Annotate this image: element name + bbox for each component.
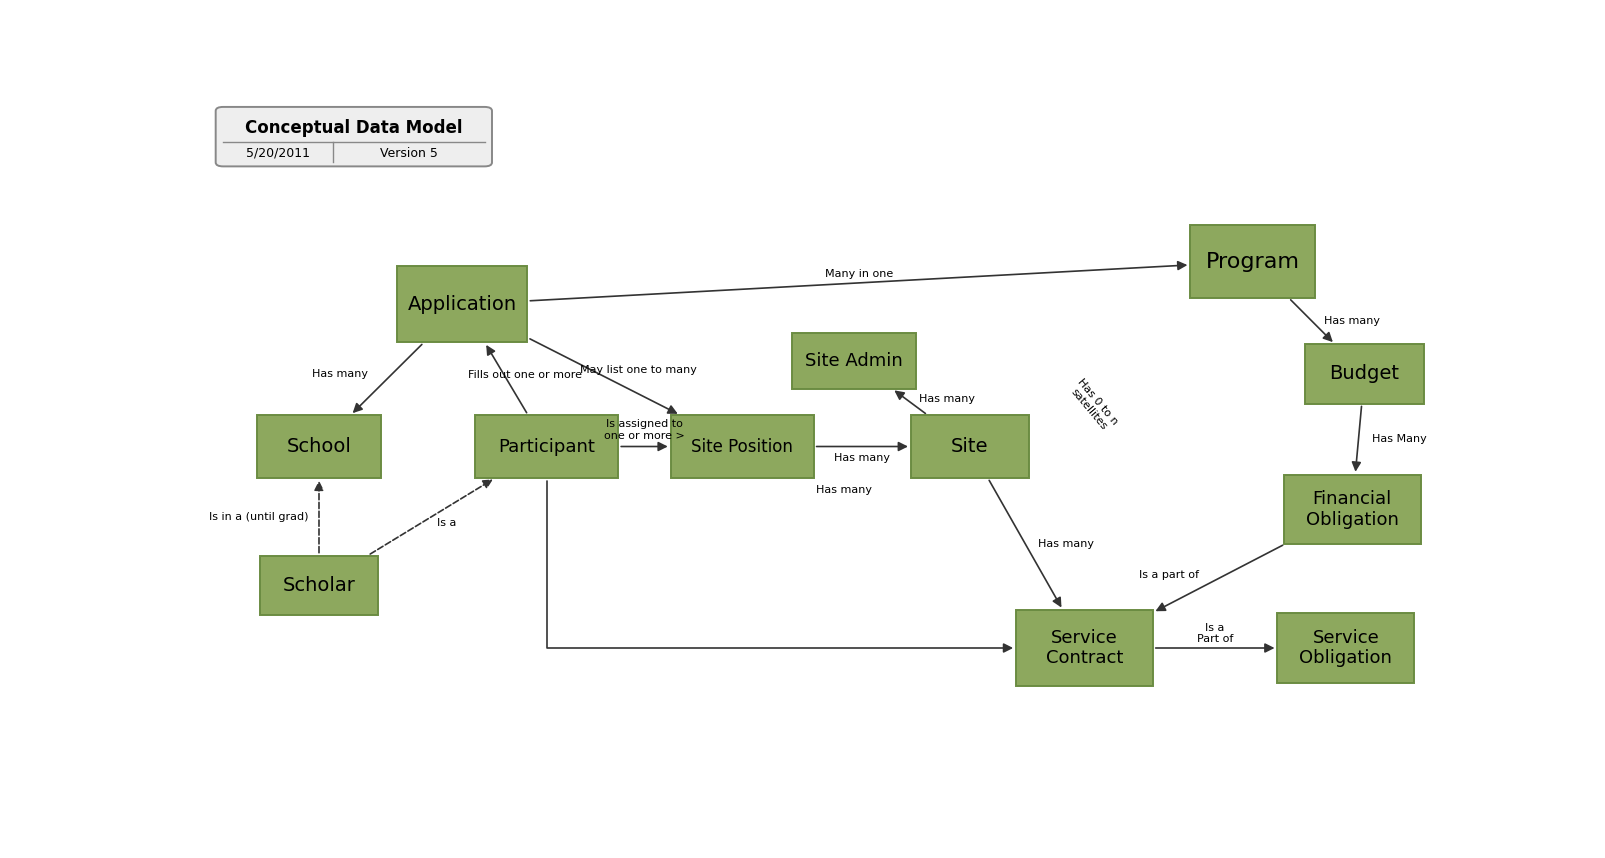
Text: Service
Obligation: Service Obligation [1298,629,1392,668]
Text: Is a
Part of: Is a Part of [1196,623,1233,644]
Text: Has many: Has many [918,394,974,403]
Text: School: School [286,437,351,456]
Text: Participant: Participant [498,438,595,456]
Text: Has many: Has many [1323,316,1379,326]
Text: Version 5: Version 5 [379,147,438,160]
FancyBboxPatch shape [260,555,377,615]
Text: Has 0 to n
satellites: Has 0 to n satellites [1066,377,1119,434]
Text: May list one to many: May list one to many [579,365,697,375]
FancyBboxPatch shape [1305,344,1422,403]
Text: Is a part of: Is a part of [1138,570,1199,580]
Text: Fills out one or more: Fills out one or more [467,371,581,380]
Text: Has many: Has many [1038,539,1093,549]
Text: Has many: Has many [815,485,872,495]
Text: Service
Contract: Service Contract [1045,629,1122,668]
FancyBboxPatch shape [1189,225,1314,298]
Text: Scholar: Scholar [282,576,355,595]
Text: Is assigned to
one or more >: Is assigned to one or more > [603,420,684,441]
FancyBboxPatch shape [791,333,916,389]
Text: Is a: Is a [437,518,456,529]
FancyBboxPatch shape [1282,474,1420,544]
Text: Program: Program [1205,251,1298,271]
Text: Site: Site [950,437,989,456]
FancyBboxPatch shape [396,267,526,342]
Text: Application: Application [408,295,517,314]
FancyBboxPatch shape [215,107,491,166]
Text: Is in a (until grad): Is in a (until grad) [209,511,308,522]
FancyBboxPatch shape [671,415,814,478]
FancyBboxPatch shape [257,415,380,478]
Text: Financial
Obligation: Financial Obligation [1305,490,1398,529]
Text: Conceptual Data Model: Conceptual Data Model [246,119,462,137]
Text: Has Many: Has Many [1371,434,1427,444]
Text: Has many: Has many [833,453,889,463]
FancyBboxPatch shape [1016,610,1152,686]
Text: 5/20/2011: 5/20/2011 [246,147,310,160]
FancyBboxPatch shape [475,415,618,478]
Text: Many in one: Many in one [825,269,892,280]
FancyBboxPatch shape [1276,613,1414,683]
Text: Has many: Has many [311,368,368,378]
FancyBboxPatch shape [910,415,1029,478]
Text: Site Position: Site Position [690,438,793,456]
Text: Budget: Budget [1329,365,1398,384]
Text: Site Admin: Site Admin [804,352,902,370]
